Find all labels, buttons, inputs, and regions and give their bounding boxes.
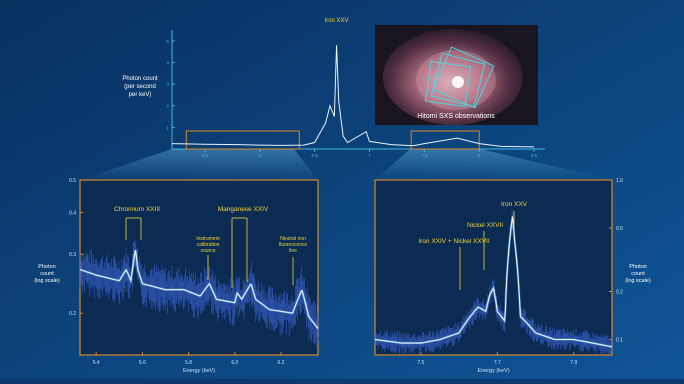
top-x-tick-label: 8.5 <box>531 153 538 158</box>
leftG-y-tick-label: 0.5 <box>69 178 76 184</box>
rightG-x-tick-label: 7.7 <box>494 360 501 366</box>
top-y-label: Photon count <box>122 76 158 82</box>
top-y-tick-label: 5 <box>166 39 169 44</box>
leftG-y-label: (log scale) <box>34 278 60 284</box>
top-x-tick-label: 6.5 <box>311 153 318 158</box>
rightG-frame <box>374 179 613 356</box>
leftG-annotation-chromium: Chromium XXIII <box>114 206 160 213</box>
leftG-x-tick-label: 6.2 <box>278 360 285 366</box>
leftG-annotation-neutral: Neutral iron <box>280 236 306 242</box>
rightG-y-label: count <box>631 271 645 277</box>
leftG-annotation-calib: Instrument <box>196 236 220 242</box>
inset-caption: Hitomi SXS observations <box>417 113 495 120</box>
leftG-x-tick-label: 5.8 <box>185 360 192 366</box>
rightG-y-tick-label: 0.5 <box>616 226 623 232</box>
leftG-y-tick-label: 0.4 <box>69 210 76 216</box>
leftG-trace <box>79 249 319 329</box>
leftG-x-tick-label: 5.6 <box>139 360 146 366</box>
top-y-tick-label: 2 <box>166 104 169 109</box>
top-annotation-iron-xxv: Iron XXV <box>325 18 349 24</box>
top-spectrum: 1 2 3 4 5 5.5 6 6.5 7 7.5 8 8.5 Photon count (per sec… <box>122 18 545 158</box>
zoom-box-left <box>185 130 300 150</box>
leftG-annotation-neutral: fluorescence <box>279 242 308 248</box>
leftG-annotation-calib: source <box>200 248 215 254</box>
top-spectrum-line <box>171 45 535 148</box>
leftG-y-tick-label: 0.3 <box>69 252 76 258</box>
leftG-frame <box>79 179 319 356</box>
top-x-tick-label: 5.5 <box>202 153 209 158</box>
rightG-x-tick-label: 7.5 <box>417 360 424 366</box>
top-y-tick-label: 4 <box>166 60 169 65</box>
rightG-y-tick-label: 1.0 <box>616 178 623 184</box>
rightG-y-tick-label: 0.1 <box>616 338 623 344</box>
leftG-x-tick-label: 5.4 <box>93 360 100 366</box>
zoom-box-right <box>410 130 480 150</box>
leftG-y-label: Photon <box>38 264 55 270</box>
rightG-y-label: Photon <box>629 264 646 270</box>
leftG-y-label: count <box>40 271 54 277</box>
leftG-x-label: Energy (keV) <box>183 368 215 374</box>
leftG-annotation-calib: calibration <box>197 242 220 248</box>
rightG-annotation-iron25: Iron XXV <box>501 201 528 208</box>
rightG-x-tick-label: 7.9 <box>570 360 577 366</box>
zoom-fan-right <box>375 149 612 180</box>
left-zoom-panel: 0.2 0.3 0.4 0.5 5.4 5.6 5.8 6.0 6.2 Energy (keV) P… <box>34 178 319 374</box>
top-y-label: (per second <box>124 84 156 90</box>
leftG-annotation-neutral: line <box>289 248 297 254</box>
top-x-tick-label: 7.5 <box>421 153 428 158</box>
rightG-trace <box>374 216 613 348</box>
top-x-tick-label: 8 <box>478 153 481 158</box>
top-y-tick-label: 1 <box>166 125 169 130</box>
zoom-fan-left <box>80 149 318 180</box>
top-y-tick-label: 3 <box>166 82 169 87</box>
leftG-y-tick-label: 0.2 <box>69 311 76 317</box>
top-y-label: per keV) <box>129 92 152 98</box>
rightG-x-label: Energy (keV) <box>477 368 509 374</box>
right-zoom-panel: 0.1 0.2 0.5 1.0 7.5 7.7 7.9 Energy (keV) Photonc… <box>374 178 651 374</box>
top-x-tick-label: 6 <box>259 153 262 158</box>
rightG-y-label: (log scale) <box>625 278 651 284</box>
leftG-annotation-manganese: Manganese XXIV <box>218 206 269 213</box>
rightG-y-tick-label: 0.2 <box>616 290 623 296</box>
inset-image: Hitomi SXS observations <box>375 25 538 125</box>
leftG-x-tick-label: 6.0 <box>231 360 238 366</box>
rightG-annotation-nickel: Nickel XXVII <box>467 222 503 229</box>
rightG-annotation-ironnickel: Iron XXIV + Nickel XXVII <box>418 238 490 245</box>
top-x-tick-label: 7 <box>368 153 371 158</box>
